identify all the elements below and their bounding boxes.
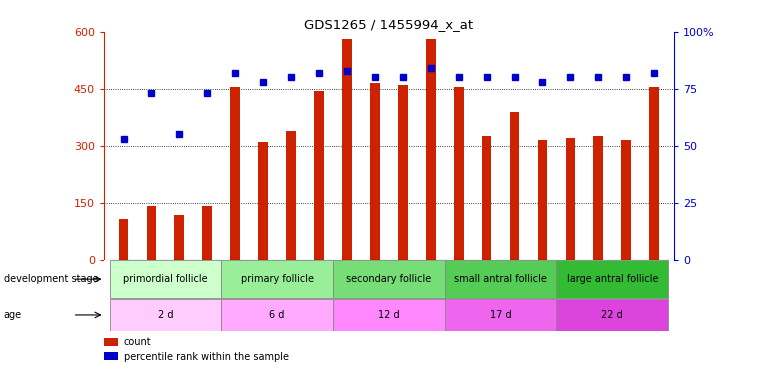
Text: development stage: development stage bbox=[4, 274, 99, 284]
Bar bbox=[565, 138, 575, 260]
Text: large antral follicle: large antral follicle bbox=[567, 274, 658, 284]
Bar bbox=[104, 352, 119, 360]
Text: 22 d: 22 d bbox=[601, 310, 623, 320]
Bar bbox=[333, 260, 445, 298]
Bar bbox=[621, 140, 631, 260]
Bar bbox=[146, 207, 156, 260]
Bar bbox=[342, 39, 352, 260]
Bar bbox=[333, 299, 445, 331]
Bar bbox=[426, 39, 436, 260]
Bar bbox=[258, 142, 268, 260]
Bar bbox=[109, 299, 221, 331]
Text: 6 d: 6 d bbox=[270, 310, 285, 320]
Bar bbox=[370, 83, 380, 260]
Bar bbox=[649, 87, 659, 260]
Bar bbox=[398, 85, 407, 260]
Bar bbox=[109, 260, 221, 298]
Bar bbox=[445, 260, 557, 298]
Text: age: age bbox=[4, 310, 22, 320]
Title: GDS1265 / 1455994_x_at: GDS1265 / 1455994_x_at bbox=[304, 18, 474, 31]
Bar bbox=[482, 136, 491, 260]
Bar bbox=[119, 219, 129, 260]
Bar bbox=[221, 299, 333, 331]
Bar bbox=[537, 140, 547, 260]
Bar bbox=[557, 299, 668, 331]
Bar bbox=[286, 130, 296, 260]
Bar bbox=[203, 207, 213, 260]
Text: percentile rank within the sample: percentile rank within the sample bbox=[124, 352, 289, 362]
Bar bbox=[221, 260, 333, 298]
Bar bbox=[104, 338, 119, 346]
Bar bbox=[314, 91, 324, 260]
Bar bbox=[594, 136, 603, 260]
Text: 17 d: 17 d bbox=[490, 310, 511, 320]
Bar bbox=[175, 215, 184, 260]
Bar bbox=[445, 299, 557, 331]
Text: count: count bbox=[124, 337, 152, 347]
Bar bbox=[454, 87, 464, 260]
Bar bbox=[230, 87, 240, 260]
Bar bbox=[510, 112, 520, 260]
Text: 2 d: 2 d bbox=[158, 310, 173, 320]
Text: small antral follicle: small antral follicle bbox=[454, 274, 547, 284]
Text: primary follicle: primary follicle bbox=[240, 274, 313, 284]
Bar bbox=[557, 260, 668, 298]
Text: secondary follicle: secondary follicle bbox=[346, 274, 431, 284]
Text: 12 d: 12 d bbox=[378, 310, 400, 320]
Text: primordial follicle: primordial follicle bbox=[123, 274, 208, 284]
